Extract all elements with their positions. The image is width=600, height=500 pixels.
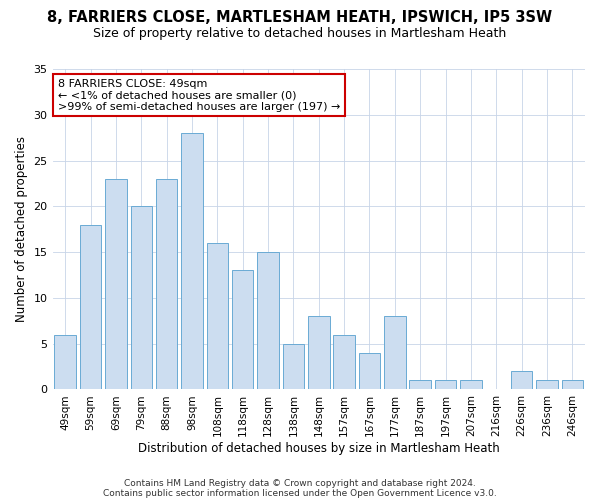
Bar [105,179,127,390]
Bar [181,133,203,390]
Bar [283,344,304,390]
Bar [206,243,228,390]
Bar [409,380,431,390]
Bar [562,380,583,390]
Text: Size of property relative to detached houses in Martlesham Heath: Size of property relative to detached ho… [94,28,506,40]
Bar [536,380,558,390]
Bar [384,316,406,390]
Bar [511,371,532,390]
Bar [435,380,457,390]
Bar [308,316,329,390]
Y-axis label: Number of detached properties: Number of detached properties [15,136,28,322]
Bar [55,334,76,390]
Bar [131,206,152,390]
Bar [334,334,355,390]
Bar [359,353,380,390]
Text: 8, FARRIERS CLOSE, MARTLESHAM HEATH, IPSWICH, IP5 3SW: 8, FARRIERS CLOSE, MARTLESHAM HEATH, IPS… [47,10,553,25]
Text: Contains public sector information licensed under the Open Government Licence v3: Contains public sector information licen… [103,488,497,498]
Bar [156,179,178,390]
Bar [257,252,279,390]
Text: Contains HM Land Registry data © Crown copyright and database right 2024.: Contains HM Land Registry data © Crown c… [124,478,476,488]
Bar [460,380,482,390]
Bar [80,224,101,390]
Bar [232,270,253,390]
X-axis label: Distribution of detached houses by size in Martlesham Heath: Distribution of detached houses by size … [138,442,500,455]
Text: 8 FARRIERS CLOSE: 49sqm
← <1% of detached houses are smaller (0)
>99% of semi-de: 8 FARRIERS CLOSE: 49sqm ← <1% of detache… [58,78,340,112]
